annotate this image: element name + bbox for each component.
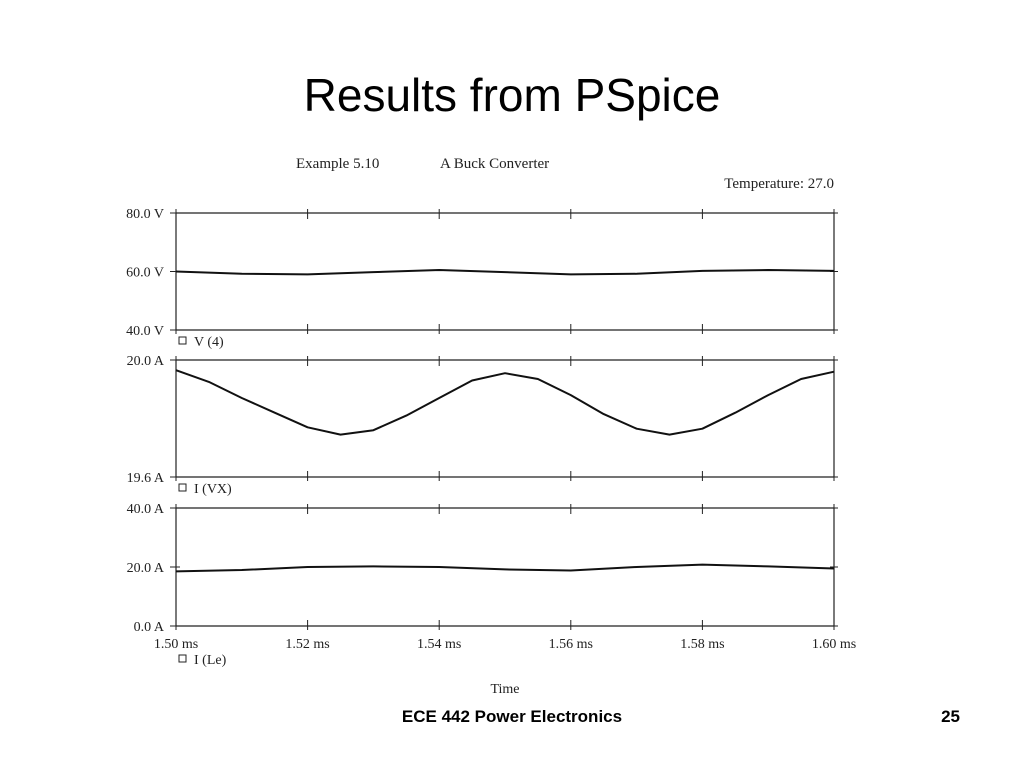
- legend-marker: [178, 336, 187, 345]
- y-tick-label: 0.0 A: [134, 620, 165, 635]
- series-line: [175, 563, 835, 573]
- x-tick-label: 1.60 ms: [812, 637, 856, 652]
- y-tick-label: 40.0 V: [126, 324, 164, 339]
- x-tick-label: 1.50 ms: [154, 637, 198, 652]
- series-line: [175, 369, 835, 436]
- footer-course-name: ECE 442 Power Electronics: [401, 707, 623, 726]
- y-tick-label: 20.0 A: [127, 561, 165, 576]
- chart-title: Example 5.10: [296, 156, 379, 172]
- slide-title: Results from PSpice: [303, 69, 721, 121]
- legend-label: V (4): [194, 335, 224, 350]
- x-tick-label: 1.56 ms: [549, 637, 593, 652]
- x-tick-label: 1.54 ms: [417, 637, 461, 652]
- x-tick-label: 1.58 ms: [680, 637, 724, 652]
- legend-marker: [178, 654, 187, 663]
- chart-subtitle: A Buck Converter: [440, 156, 549, 172]
- chart-annotation: Temperature: 27.0: [724, 176, 834, 192]
- legend-label: I (Le): [194, 653, 227, 668]
- x-axis-label: Time: [490, 682, 519, 697]
- y-tick-label: 19.6 A: [127, 471, 165, 486]
- y-tick-label: 40.0 A: [127, 502, 165, 517]
- page-number: 25: [941, 707, 960, 726]
- y-tick-label: 20.0 A: [127, 354, 165, 369]
- y-tick-label: 80.0 V: [126, 207, 164, 222]
- series-line: [175, 269, 835, 276]
- legend-label: I (VX): [194, 482, 232, 497]
- y-tick-label: 60.0 V: [126, 266, 164, 281]
- legend-marker: [178, 483, 187, 492]
- x-tick-label: 1.52 ms: [285, 637, 329, 652]
